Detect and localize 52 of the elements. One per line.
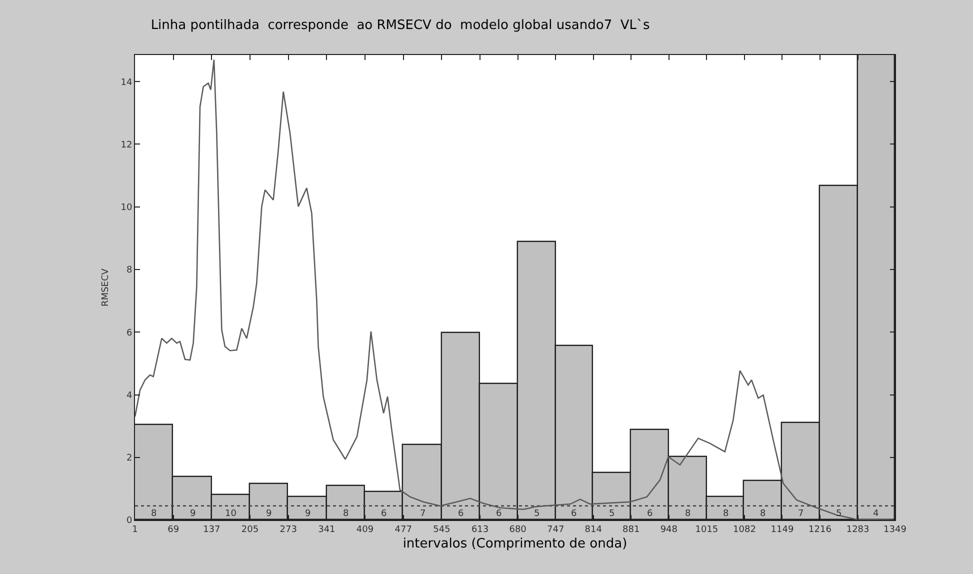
annotation: 6 [647,509,653,519]
x-tick-label: 1349 [884,524,907,535]
x-tick-label: 747 [546,524,564,535]
annotation: 5 [534,509,540,519]
x-tick-label: 680 [509,524,527,535]
x-axis-title: intervalos (Comprimento de onda) [402,536,628,552]
chart-title: Linha pontilhada corresponde ao RMSECV do modelo global usando7 VL`s [150,18,650,34]
annotation: 7 [420,509,426,519]
x-tick-label: 1283 [846,524,870,535]
annotation: 8 [343,509,349,519]
annotation: 8 [151,509,157,519]
annotation: 6 [571,509,577,519]
annotation: 8 [723,509,729,519]
x-tick-label: 1149 [770,524,794,535]
annotation: 6 [496,509,502,519]
x-tick-label: 1216 [808,524,832,535]
annotation: 8 [760,509,766,519]
y-tick-label: 14 [120,78,132,88]
x-tick-label: 341 [318,524,336,535]
annotation: 10 [225,509,237,519]
x-tick-label: 613 [471,524,489,535]
annotation: 8 [685,509,691,519]
line-series [135,59,894,520]
y-tick-label: 12 [120,140,132,150]
x-tick-label: 545 [433,524,450,535]
x-tick-label: 1 [132,524,138,535]
x-tick-label: 137 [203,524,220,535]
x-tick-label: 1082 [733,524,756,535]
annotation: 6 [381,509,387,519]
annotation: 9 [305,509,311,519]
x-tick-label: 948 [660,524,678,535]
y-tick-label: 4 [126,390,132,401]
x-tick-label: 881 [622,524,640,535]
y-tick-label: 8 [126,266,132,276]
x-tick-label: 1015 [695,524,718,535]
annotation: 6 [458,509,464,519]
x-tick-label: 409 [356,524,374,535]
x-tick-label: 477 [394,524,412,535]
x-tick-label: 69 [168,524,180,535]
annotation: 5 [609,509,615,519]
y-tick-label: 10 [120,203,132,214]
x-tick-label: 273 [280,524,297,535]
x-tick-label: 205 [241,524,259,535]
x-tick-label: 814 [584,524,602,535]
y-tick-label: 2 [126,454,132,464]
annotation: 4 [873,509,879,519]
annotation: 9 [266,509,272,519]
y-tick-label: 6 [126,328,132,338]
annotation: 7 [798,509,804,519]
y-axis-title: RMSECV [101,268,112,306]
y-tick-label: 0 [126,516,132,526]
annotation: 9 [190,509,196,519]
